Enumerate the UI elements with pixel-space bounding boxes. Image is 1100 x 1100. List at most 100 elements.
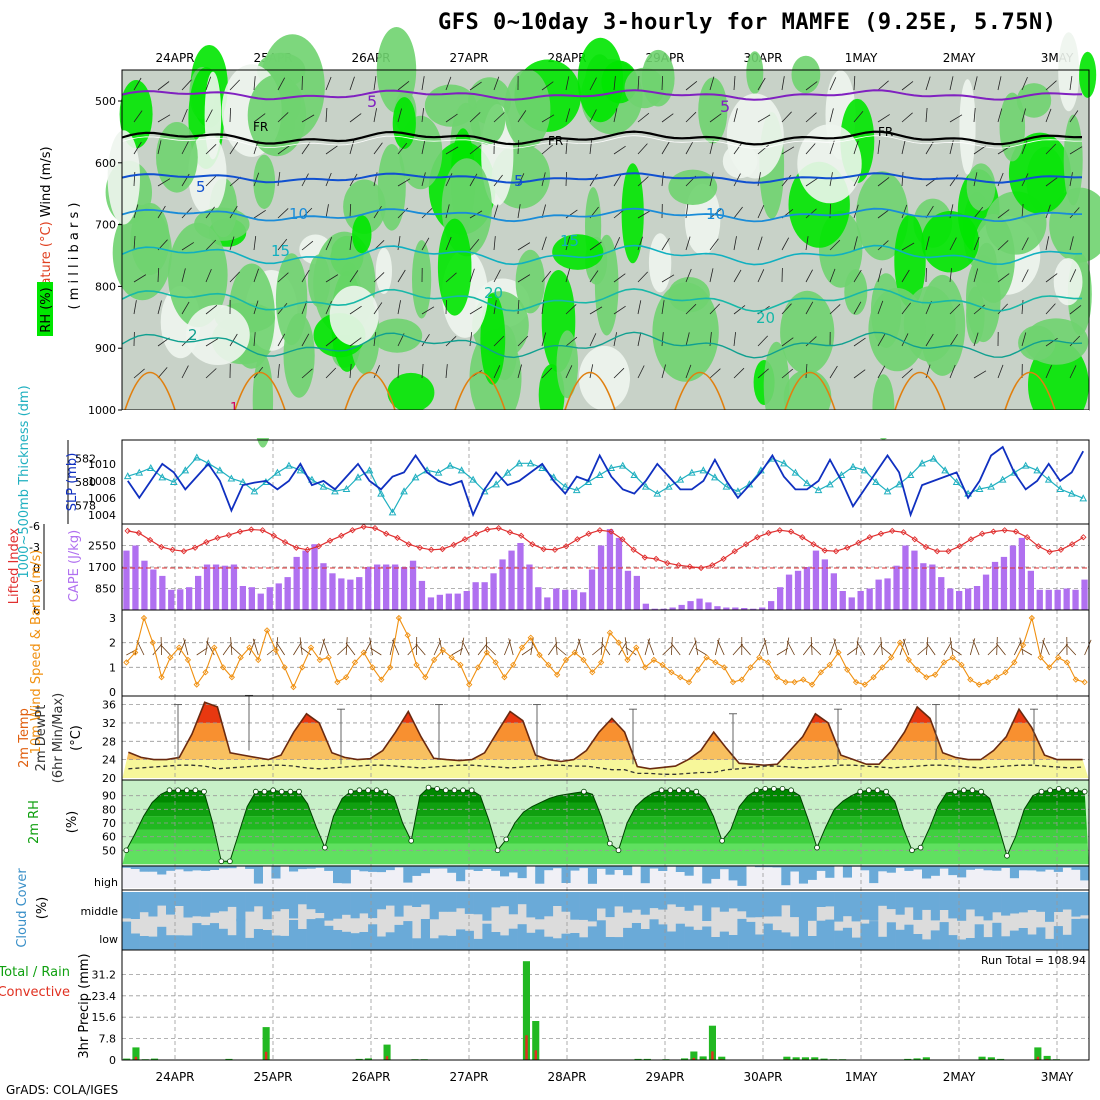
cloud-mid-bar (491, 892, 501, 908)
wind-barb (733, 108, 738, 123)
cloud-high-bar (333, 866, 343, 884)
thickness-point (285, 461, 293, 469)
cape-bar (911, 550, 918, 610)
cape-bar (884, 578, 891, 610)
cape-bar (383, 564, 390, 610)
rh-point (227, 858, 233, 865)
li-point (866, 534, 873, 541)
cape-bar (982, 574, 990, 610)
li-point (450, 541, 457, 549)
cape-bar (893, 565, 900, 610)
cape-bar (696, 598, 703, 610)
li-point (990, 528, 997, 535)
rh-legend-label: RH (%) (39, 287, 54, 332)
wind-barb (1045, 303, 1056, 315)
cloud-low-bar (596, 920, 606, 950)
wind-speed-point (870, 674, 877, 681)
rh-point (779, 785, 786, 792)
rh-point (658, 787, 665, 793)
cloud-mid-bar (957, 892, 967, 921)
cloud-high-bar (684, 866, 694, 876)
precip-bar (913, 1058, 921, 1060)
cloud-high-bar (614, 866, 624, 870)
cloud-low-bar (974, 924, 984, 950)
wind-barb-10m (740, 643, 751, 656)
cloud-mid-bar (983, 892, 993, 921)
cloud-low-bar (438, 935, 448, 950)
wind-speed-point (659, 661, 666, 669)
wind-barb (877, 333, 886, 347)
rh-blob (1008, 132, 1071, 214)
wind-barb (181, 365, 189, 379)
precip-bar (820, 1058, 828, 1060)
wind-barb-10m (508, 638, 514, 656)
wind-speed-point (263, 627, 271, 634)
wind-speed-point (835, 649, 842, 656)
wind-barb (445, 364, 448, 379)
cape-bar (687, 601, 694, 610)
tick-label: 1004 (88, 509, 116, 522)
tick-label: 60 (102, 831, 116, 844)
cloud-mid-bar (614, 892, 624, 907)
li-point (686, 563, 693, 570)
thickness-point (618, 461, 627, 469)
cloud-low-bar (227, 935, 237, 950)
wind-speed-point (852, 678, 860, 686)
wind-barb (613, 173, 622, 187)
contour-label: 20 (484, 284, 503, 302)
wind-barb-10m (1020, 648, 1033, 656)
wind-barb (493, 236, 496, 251)
grid-lines (122, 610, 1089, 696)
precip-bar (643, 1058, 651, 1060)
wind-barb (1021, 269, 1029, 283)
wind-barb-10m (833, 638, 839, 656)
wind-barb (1045, 365, 1052, 379)
precip-bar (532, 1021, 540, 1060)
wind-barb (373, 108, 377, 123)
wind-barb (541, 236, 547, 251)
cloud-low-bar (218, 928, 228, 950)
rh-blob (392, 97, 416, 149)
wind-barb (709, 368, 721, 379)
wind-barb (565, 76, 570, 91)
wind-barb-10m (926, 642, 936, 656)
wind-barb (493, 269, 501, 283)
cloud-high-bar (649, 866, 659, 869)
cape-bar (1000, 556, 1008, 610)
cloud-low-bar (1080, 918, 1090, 950)
cloud-high-bar (728, 866, 738, 881)
tick-label: 0 (33, 562, 40, 575)
wind-barb (349, 236, 353, 251)
cloud-mid-bar (412, 892, 422, 907)
thickness-point (687, 468, 696, 476)
li-point (664, 559, 671, 567)
cloud-mid-bar (895, 892, 905, 915)
rh-blob (578, 345, 631, 411)
wind-barb (541, 81, 554, 91)
cloud-mid-bar (702, 892, 712, 921)
wind-barb (853, 337, 866, 347)
tick-label: 3 (33, 583, 40, 596)
wind-barb (733, 236, 737, 251)
wind-speed-point (896, 639, 904, 646)
wind-barb (397, 207, 409, 219)
wind-barb (325, 204, 329, 219)
tick-label: 578 (75, 499, 96, 512)
cloud-low-bar (579, 937, 589, 950)
cloud-low-bar (192, 923, 202, 950)
wind-speed-point (378, 676, 385, 683)
wind-barb-10m (392, 639, 400, 656)
wind-barb (205, 175, 217, 187)
cape-bar (186, 587, 193, 610)
li-point (383, 530, 390, 537)
cape-bar (239, 586, 246, 610)
cloud-mid-bar (781, 892, 791, 906)
precip-bar (262, 1027, 270, 1060)
li-point (911, 536, 918, 543)
cloud-mid-bar (350, 892, 360, 919)
rh-point (382, 788, 389, 795)
cape-bar (857, 591, 864, 610)
cloud-level-label: middle (80, 905, 118, 918)
wind-barb-10m (625, 646, 637, 656)
precip-bar (792, 1057, 800, 1060)
